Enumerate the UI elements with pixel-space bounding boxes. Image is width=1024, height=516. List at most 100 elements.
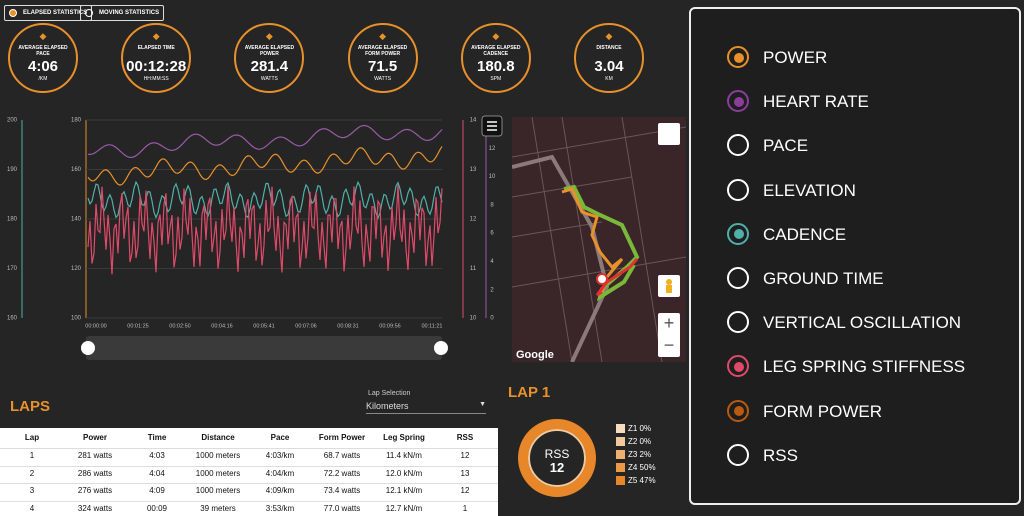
stat-label: AVERAGE ELAPSED CADENCE bbox=[471, 45, 521, 57]
row-divider bbox=[0, 465, 498, 467]
table-cell: 1000 meters bbox=[195, 468, 241, 478]
lap-detail-title: LAP 1 bbox=[508, 384, 551, 401]
table-cell: 77.0 watts bbox=[323, 503, 361, 513]
toggle-button[interactable]: ELAPSED STATISTICS bbox=[4, 5, 93, 21]
radio-ring bbox=[727, 443, 749, 466]
x-tick-label: 00:05:41 bbox=[253, 323, 274, 329]
toggle-button[interactable]: MOVING STATISTICS bbox=[80, 5, 165, 21]
lap-selection-dropdown[interactable]: Kilometers ▼ bbox=[366, 401, 486, 414]
laps-table: Lap Power Time Distance Pace Form Power Leg Sp… bbox=[0, 428, 498, 516]
y-tick-label: 190 bbox=[7, 167, 18, 173]
radio-dot bbox=[733, 229, 744, 240]
table-cell: 281 watts bbox=[77, 451, 113, 460]
metric-label: RSS bbox=[763, 445, 798, 465]
radio-dot bbox=[733, 406, 744, 417]
x-tick-label: 00:02:50 bbox=[169, 323, 190, 329]
radio-dot bbox=[733, 96, 744, 107]
zoom-in-button[interactable]: + bbox=[663, 313, 675, 333]
metric-option[interactable]: VERTICAL OSCILLATION bbox=[721, 308, 1001, 336]
rss-donut bbox=[518, 419, 596, 497]
y-tick-label: 10 bbox=[489, 174, 496, 180]
toggle-indicator bbox=[9, 9, 17, 17]
table-cell: 13 bbox=[460, 468, 470, 478]
y-tick-label: 180 bbox=[71, 118, 82, 124]
y-tick-label: 2 bbox=[490, 287, 494, 293]
metric-label: ELEVATION bbox=[763, 180, 856, 200]
slider-handle bbox=[434, 341, 448, 355]
table-cell: 2 bbox=[29, 468, 35, 478]
metric-option[interactable]: FORM POWER bbox=[721, 397, 1001, 425]
table-cell: 4:04/km bbox=[265, 468, 295, 478]
y-tick-label: 100 bbox=[71, 316, 82, 322]
radio-ring bbox=[727, 222, 749, 245]
table-cell: 4:09/km bbox=[265, 486, 295, 495]
metric-option[interactable]: CADENCE bbox=[721, 220, 1001, 248]
metric-option[interactable]: ELEVATION bbox=[721, 176, 1001, 204]
table-cell: 286 watts bbox=[77, 468, 113, 478]
trace-decorative bbox=[87, 180, 443, 220]
zone-swatch bbox=[616, 463, 625, 472]
lap-selection-label: Lap Selection bbox=[368, 390, 411, 397]
metric-option[interactable]: RSS bbox=[721, 441, 1001, 469]
radio-ring bbox=[727, 46, 749, 68]
radio-ring bbox=[727, 355, 749, 378]
toggle-indicator bbox=[85, 9, 93, 17]
radio-ring bbox=[727, 399, 749, 422]
table-cell: 4:09 bbox=[149, 486, 165, 495]
zone-swatch bbox=[616, 476, 625, 485]
y-tick-label: 200 bbox=[7, 118, 18, 124]
y-tick-label: 4 bbox=[490, 259, 494, 265]
x-tick-label: 00:09:56 bbox=[379, 323, 400, 329]
metric-label: LEG SPRING STIFFNESS bbox=[763, 357, 966, 377]
toggle-label: ELAPSED STATISTICS bbox=[23, 10, 88, 16]
stat-circle: ◆ AVERAGE ELAPSED POWER 281.4 WATTS bbox=[234, 23, 305, 93]
stat-icon: ◆ bbox=[152, 31, 160, 41]
row-divider bbox=[0, 448, 498, 449]
x-tick-label: 00:04:16 bbox=[211, 323, 232, 329]
stat-circle: ◆ AVERAGE ELAPSED FORM POWER 71.5 WATTS bbox=[347, 23, 418, 93]
stat-circle: ◆ ELAPSED TIME 00:12:28 HH:MM:SS bbox=[121, 23, 192, 93]
metric-option[interactable]: GROUND TIME bbox=[721, 264, 1001, 292]
metric-option[interactable]: PACE bbox=[721, 131, 1001, 159]
y-tick-label: 12 bbox=[470, 217, 477, 223]
table-cell: 3 bbox=[29, 486, 35, 495]
radio-ring bbox=[727, 134, 749, 157]
table-cell: 12 bbox=[460, 451, 470, 460]
y-tick-label: 170 bbox=[7, 266, 18, 272]
table-header: RSS bbox=[456, 433, 474, 442]
zoom-out-button[interactable]: − bbox=[663, 335, 675, 355]
y-tick-label: 14 bbox=[470, 118, 477, 124]
stat-icon: ◆ bbox=[265, 31, 273, 41]
stat-label: DISTANCE bbox=[596, 45, 622, 51]
stat-value: 4:06 bbox=[27, 58, 59, 75]
map-attribution: Google bbox=[516, 349, 554, 361]
y-tick-label: 180 bbox=[7, 217, 18, 223]
y-tick-label: 8 bbox=[490, 202, 494, 208]
zone-swatch bbox=[616, 450, 625, 459]
stat-label: ELAPSED TIME bbox=[137, 45, 175, 51]
stat-label: AVERAGE ELAPSED FORM POWER bbox=[357, 45, 408, 57]
table-cell: 12.0 kN/m bbox=[385, 468, 423, 478]
metric-label: CADENCE bbox=[763, 224, 847, 244]
table-cell: 276 watts bbox=[77, 486, 113, 495]
stat-value: 00:12:28 bbox=[126, 58, 187, 75]
table-cell: 12 bbox=[460, 486, 470, 495]
y-tick-label: 11 bbox=[470, 266, 477, 272]
zone-swatch bbox=[616, 437, 625, 446]
radio-ring bbox=[727, 178, 749, 201]
table-cell: 1000 meters bbox=[195, 451, 241, 460]
radio-ring bbox=[727, 267, 749, 289]
rss-label: RSS bbox=[544, 447, 570, 461]
metric-label: GROUND TIME bbox=[763, 269, 884, 288]
y-tick-label: 0 bbox=[490, 316, 494, 322]
x-tick-label: 00:01:25 bbox=[127, 323, 148, 329]
stat-circle: ◆ DISTANCE 3.04 KM bbox=[574, 23, 644, 93]
table-cell: 12.1 kN/m bbox=[385, 486, 423, 495]
y-tick-label: 120 bbox=[71, 266, 82, 272]
table-header: Form Power bbox=[318, 433, 366, 442]
stat-label: AVERAGE ELAPSED POWER bbox=[244, 45, 295, 57]
metric-option[interactable]: HEART RATE bbox=[721, 87, 1001, 115]
metric-option[interactable]: LEG SPRING STIFFNESS bbox=[721, 352, 1001, 380]
metric-option[interactable]: POWER bbox=[721, 43, 1001, 71]
